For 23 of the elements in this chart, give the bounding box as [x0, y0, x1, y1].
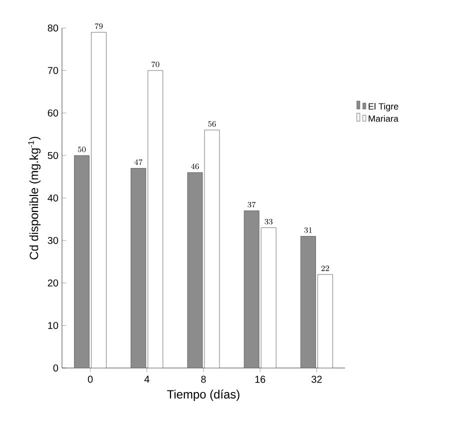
- y-axis-title: Cd disponible (mg.kg$^{-1}$): [28, 136, 41, 260]
- y-tick-label: 10: [48, 322, 58, 330]
- bar: [187, 172, 203, 368]
- y-tick-label: 0: [53, 364, 58, 372]
- bar: [130, 168, 146, 368]
- legend-label: El Tigre: [368, 103, 398, 112]
- y-tick-label: 70: [48, 66, 58, 74]
- y-tick-label: 20: [48, 279, 58, 287]
- bar: [300, 236, 316, 368]
- y-tick-label: 60: [48, 109, 58, 117]
- x-axis-title: Tiempo (días): [167, 390, 240, 401]
- x-tick-label: 16: [255, 376, 266, 383]
- text: Mariara: [368, 115, 398, 122]
- y-tick-label: 40: [48, 194, 58, 202]
- bar: [244, 210, 260, 368]
- x-tick-label: 32: [312, 376, 322, 383]
- y-tick-label: 30: [48, 236, 58, 244]
- y-tick-label: 80: [48, 24, 58, 32]
- x-tick-label: 4: [144, 376, 150, 383]
- y-tick-label: 50: [48, 152, 58, 160]
- bar: [74, 155, 90, 368]
- x-tick-label: 8: [201, 376, 206, 383]
- x-tick-label: 0: [88, 376, 93, 383]
